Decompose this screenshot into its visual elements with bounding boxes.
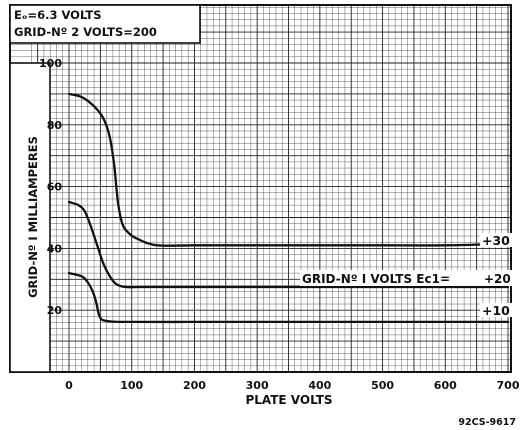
x-tick-label: 300 bbox=[246, 379, 269, 392]
curve-ec1-plus20-line bbox=[67, 200, 510, 289]
y-axis-label-box bbox=[9, 62, 51, 373]
x-axis-label: PLATE VOLTS bbox=[245, 393, 332, 407]
x-tick-label: 0 bbox=[65, 379, 73, 392]
curve-ec1-plus10-line bbox=[67, 271, 510, 324]
figure-code: 92CS-9617 bbox=[458, 417, 516, 428]
condition-heater-volts: Eₒ=6.3 VOLTS bbox=[14, 8, 102, 22]
curve-label-plus10: +10 bbox=[482, 303, 510, 318]
y-tick-label: 40 bbox=[47, 242, 63, 255]
y-tick-label: 100 bbox=[39, 57, 62, 70]
conditions-box bbox=[9, 4, 201, 44]
y-tick-label: 80 bbox=[47, 119, 63, 132]
x-tick-label: 600 bbox=[434, 379, 457, 392]
curve-ec1-plus30-line bbox=[67, 92, 510, 247]
x-tick-label: 200 bbox=[183, 379, 206, 392]
x-tick-labels: 0 100 200 300 400 500 600 700 bbox=[65, 379, 520, 392]
plot-frame bbox=[9, 4, 512, 373]
curve-label-plus20: +20 bbox=[484, 272, 511, 286]
condition-grid2-volts: GRID-Nº 2 VOLTS=200 bbox=[14, 25, 157, 39]
grid1-volts-label-bg bbox=[300, 270, 512, 286]
grid1-volts-label: GRID-Nº I VOLTS Ec1= bbox=[302, 272, 450, 286]
y-tick-label: 20 bbox=[47, 304, 63, 317]
y-tick-labels: 20 40 60 80 100 bbox=[39, 57, 62, 317]
x-tick-label: 500 bbox=[371, 379, 394, 392]
y-tick-label: 60 bbox=[47, 181, 63, 194]
graph-paper-grid bbox=[10, 5, 511, 373]
curve-label-plus30-bg bbox=[480, 233, 512, 247]
x-tick-label: 400 bbox=[308, 379, 331, 392]
y-axis-label: GRID-Nº I MILLIAMPERES bbox=[26, 136, 40, 298]
x-tick-label: 700 bbox=[497, 379, 520, 392]
curve-label-plus30: +30 bbox=[482, 233, 510, 248]
curve-label-plus10-bg bbox=[480, 303, 512, 317]
curves bbox=[67, 92, 510, 324]
x-tick-label: 100 bbox=[120, 379, 143, 392]
